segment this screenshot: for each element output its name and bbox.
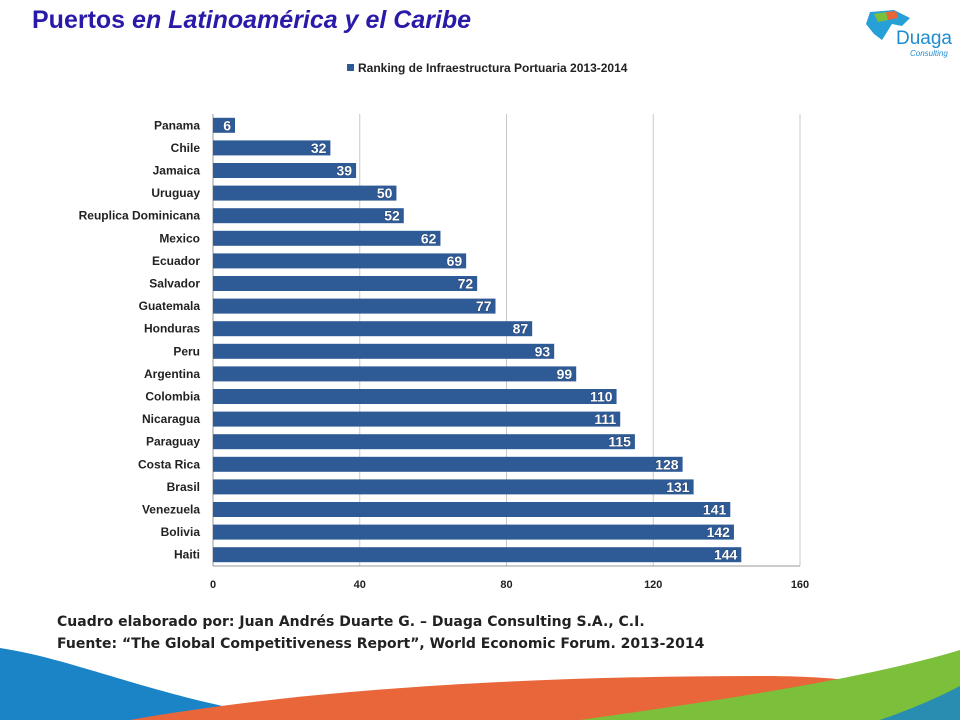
legend-swatch	[347, 64, 354, 71]
bar	[213, 547, 742, 563]
bar	[213, 343, 555, 359]
bar	[213, 434, 635, 450]
data-label: 69	[447, 253, 463, 269]
bar	[213, 276, 478, 291]
data-label: 128	[655, 456, 679, 472]
category-label: Venezuela	[142, 503, 200, 517]
legend-label: Ranking de Infraestructura Portuaria 201…	[358, 61, 628, 75]
page-title: Puertos en Latinoamérica y el Caribe	[32, 6, 471, 35]
logo-name: Duaga	[896, 28, 952, 49]
data-label: 110	[590, 389, 613, 405]
wave-blue-right	[880, 686, 960, 720]
x-tick-label: 0	[210, 579, 216, 591]
data-label: 50	[377, 185, 393, 201]
x-tick-label: 80	[500, 579, 512, 591]
category-label: Argentina	[144, 367, 200, 381]
decorative-waves	[0, 648, 960, 720]
category-labels: Panama Chile Jamaica Uruguay Reuplica Domini…	[79, 118, 201, 561]
data-label: 144	[714, 547, 738, 563]
data-label: 6	[223, 117, 231, 133]
bar	[213, 524, 734, 540]
wave-green	[580, 650, 960, 720]
footer: Cuadro elaborado por: Juan Andrés Duarte…	[57, 611, 704, 655]
x-tick-label: 120	[644, 579, 662, 591]
category-label: Honduras	[144, 322, 200, 336]
data-label: 32	[311, 140, 327, 156]
category-label: Uruguay	[151, 186, 200, 200]
category-label: Mexico	[159, 231, 200, 245]
data-label: 52	[384, 208, 400, 224]
duaga-logo: Duaga Consulting	[866, 10, 952, 58]
bar	[213, 163, 357, 178]
logo-subtitle: Consulting	[910, 49, 948, 58]
category-label: Jamaica	[153, 164, 201, 178]
bar	[213, 456, 683, 472]
category-label: Brasil	[167, 480, 200, 494]
data-label: 131	[666, 479, 690, 495]
data-label: 141	[703, 502, 727, 518]
data-label: 62	[421, 230, 437, 246]
bar	[213, 321, 533, 337]
category-label: Salvador	[149, 277, 200, 291]
category-label: Haiti	[174, 548, 200, 562]
source-text: Fuente: “The Global Competitiveness Repo…	[57, 636, 705, 652]
data-label: 87	[513, 321, 529, 337]
data-label: 72	[458, 276, 474, 292]
bar	[213, 479, 694, 495]
bar-chart: Ranking de Infraestructura Portuaria 201…	[79, 61, 810, 591]
bar	[213, 389, 617, 404]
bar	[213, 366, 577, 382]
category-label: Guatemala	[139, 299, 201, 313]
data-label: 142	[707, 524, 731, 540]
category-label: Panama	[154, 118, 200, 132]
bar	[213, 253, 467, 269]
bar	[213, 185, 397, 201]
category-label: Bolivia	[161, 525, 201, 539]
chart-grid	[212, 114, 801, 567]
data-label: 77	[476, 298, 492, 314]
bar	[213, 411, 621, 427]
bar	[213, 117, 236, 133]
title-part-1: Puertos	[32, 6, 126, 34]
data-label: 115	[608, 434, 631, 450]
data-label: 111	[594, 411, 616, 427]
bar	[213, 140, 331, 156]
x-tick-label: 40	[354, 579, 366, 591]
x-tick-label: 160	[791, 579, 809, 591]
category-label: Colombia	[145, 390, 200, 404]
category-label: Reuplica Dominicana	[79, 209, 201, 223]
category-label: Peru	[173, 344, 200, 358]
category-label: Chile	[171, 141, 201, 155]
bar	[213, 208, 404, 224]
title-part-2: en Latinoamérica y el Caribe	[132, 6, 472, 34]
x-tick-labels: 0 40 80 120 160	[210, 579, 809, 591]
bar	[213, 230, 441, 246]
data-label: 93	[535, 343, 551, 359]
category-label: Ecuador	[152, 254, 200, 268]
category-label: Costa Rica	[138, 457, 200, 471]
credit-text: Cuadro elaborado por: Juan Andrés Duarte…	[57, 614, 645, 630]
data-label: 39	[337, 163, 353, 179]
bar	[213, 502, 731, 517]
category-label: Nicaragua	[142, 412, 200, 426]
wave-blue	[0, 648, 300, 720]
chart-legend: Ranking de Infraestructura Portuaria 201…	[347, 61, 628, 75]
bar	[213, 298, 496, 314]
data-label: 99	[557, 366, 573, 382]
category-label: Paraguay	[146, 435, 200, 449]
